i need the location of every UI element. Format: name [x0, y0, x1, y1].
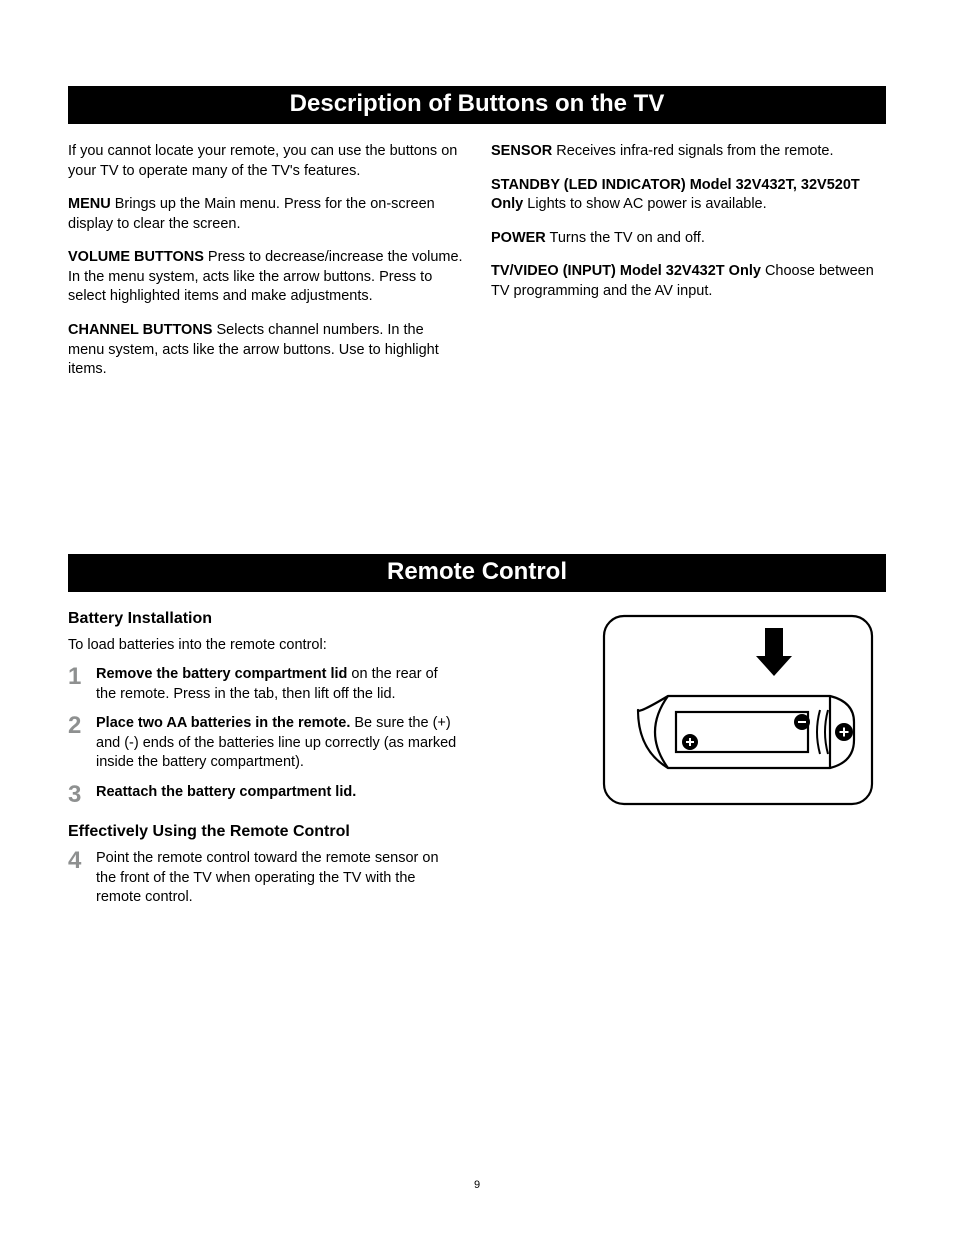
- menu-paragraph: MENU Brings up the Main menu. Press for …: [68, 195, 463, 234]
- power-label: POWER: [491, 230, 546, 246]
- battery-intro: To load batteries into the remote contro…: [68, 636, 458, 656]
- buttons-columns: If you cannot locate your remote, you ca…: [68, 142, 886, 394]
- power-paragraph: POWER Turns the TV on and off.: [491, 229, 886, 249]
- menu-text: Brings up the Main menu. Press for the o…: [68, 196, 435, 232]
- remote-diagram: [598, 610, 878, 810]
- step-bold: Remove the battery compartment lid: [96, 666, 347, 682]
- standby-text: Lights to show AC power is available.: [523, 196, 766, 212]
- buttons-col-right: SENSOR Receives infra-red signals from t…: [491, 142, 886, 394]
- channel-label: CHANNEL BUTTONS: [68, 322, 212, 338]
- step-bold: Reattach the battery compartment lid.: [96, 784, 356, 800]
- step-number: 2: [68, 714, 96, 738]
- tvvideo-label: TV/VIDEO (INPUT) Model 32V432T Only: [491, 263, 761, 279]
- standby-paragraph: STANDBY (LED INDICATOR) Model 32V432T, 3…: [491, 176, 886, 215]
- remote-col-right: [598, 610, 878, 918]
- step-1: 1 Remove the battery compartment lid on …: [68, 665, 458, 704]
- effective-heading: Effectively Using the Remote Control: [68, 823, 458, 841]
- section-header-buttons: Description of Buttons on the TV: [68, 86, 886, 124]
- step-text: Remove the battery compartment lid on th…: [96, 665, 458, 704]
- step-2: 2 Place two AA batteries in the remote. …: [68, 714, 458, 773]
- step-bold: Place two AA batteries in the remote.: [96, 715, 350, 731]
- volume-paragraph: VOLUME BUTTONS Press to decrease/increas…: [68, 248, 463, 307]
- step-3: 3 Reattach the battery compartment lid.: [68, 783, 458, 807]
- page-number: 9: [0, 1179, 954, 1191]
- channel-paragraph: CHANNEL BUTTONS Selects channel numbers.…: [68, 321, 463, 380]
- remote-columns: Battery Installation To load batteries i…: [68, 610, 886, 918]
- sensor-label: SENSOR: [491, 143, 552, 159]
- section-gap: [68, 394, 886, 554]
- battery-steps: 1 Remove the battery compartment lid on …: [68, 665, 458, 807]
- remote-col-left: Battery Installation To load batteries i…: [68, 610, 458, 918]
- sensor-text: Receives infra-red signals from the remo…: [552, 143, 833, 159]
- intro-paragraph: If you cannot locate your remote, you ca…: [68, 142, 463, 181]
- step-text: Point the remote control toward the remo…: [96, 849, 458, 908]
- step-4: 4 Point the remote control toward the re…: [68, 849, 458, 908]
- power-text: Turns the TV on and off.: [546, 230, 705, 246]
- sensor-paragraph: SENSOR Receives infra-red signals from t…: [491, 142, 886, 162]
- buttons-col-left: If you cannot locate your remote, you ca…: [68, 142, 463, 394]
- step-text: Place two AA batteries in the remote. Be…: [96, 714, 458, 773]
- tvvideo-paragraph: TV/VIDEO (INPUT) Model 32V432T Only Choo…: [491, 262, 886, 301]
- battery-heading: Battery Installation: [68, 610, 458, 628]
- step-number: 1: [68, 665, 96, 689]
- step-number: 4: [68, 849, 96, 873]
- step-number: 3: [68, 783, 96, 807]
- page: Description of Buttons on the TV If you …: [0, 0, 954, 1235]
- section-header-remote: Remote Control: [68, 554, 886, 592]
- volume-label: VOLUME BUTTONS: [68, 249, 204, 265]
- step-text: Reattach the battery compartment lid.: [96, 783, 458, 803]
- menu-label: MENU: [68, 196, 111, 212]
